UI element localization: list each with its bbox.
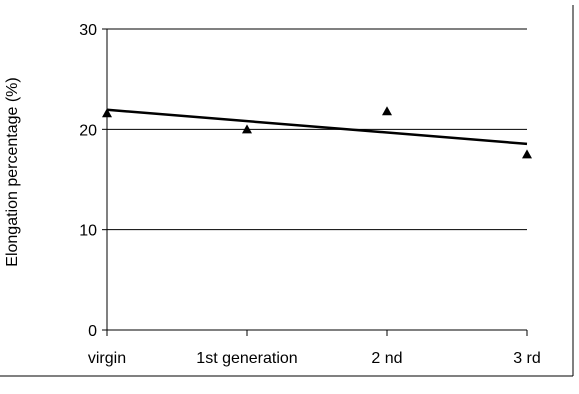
trendline-group <box>106 108 528 146</box>
x-tick-label: virgin <box>88 350 126 367</box>
data-point-triangle <box>102 108 112 118</box>
gridlines <box>107 28 527 231</box>
data-point-triangle <box>522 149 532 159</box>
axes <box>106 29 527 331</box>
trendline <box>106 108 528 146</box>
y-tick-label: 20 <box>79 122 97 139</box>
data-points <box>102 106 532 159</box>
ticks: 0 10 20 30 virgin 1st generation 2 nd 3 rd <box>79 22 541 367</box>
data-point-triangle <box>382 106 392 116</box>
y-tick-label: 30 <box>79 22 97 39</box>
y-tick-label: 0 <box>88 323 97 340</box>
data-point-triangle <box>242 124 252 134</box>
y-tick-label: 10 <box>79 223 97 240</box>
x-tick-label: 3 rd <box>513 350 541 367</box>
x-tick-label: 1st generation <box>196 350 297 367</box>
y-axis-title: Elongation percentage (%) <box>4 77 21 266</box>
x-tick-label: 2 nd <box>371 350 402 367</box>
